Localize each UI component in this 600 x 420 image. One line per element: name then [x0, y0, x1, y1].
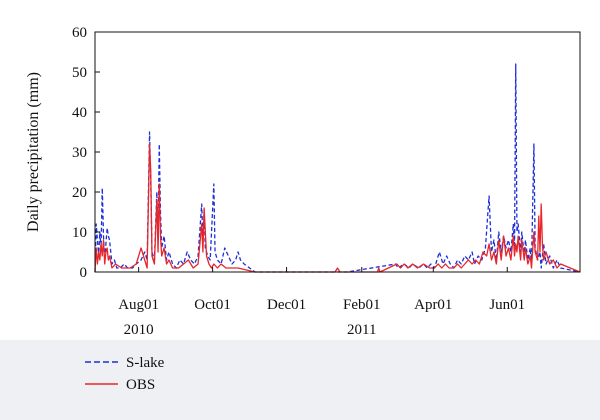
x-tick-label: Jun01 [489, 297, 525, 313]
series-layer [94, 63, 581, 273]
plot-frame [94, 31, 581, 273]
y-tick-label: 50 [72, 65, 87, 81]
x-tick-label: Oct01 [194, 297, 231, 313]
y-axis-title: Daily precipitation (mm) [25, 72, 42, 232]
y-tick-label: 0 [80, 265, 88, 281]
y-tick-label: 20 [72, 185, 87, 201]
series-line-obs [94, 143, 581, 273]
y-axis: 0 10 20 30 40 50 60 [72, 25, 100, 281]
x-tick-label: Apr01 [414, 297, 452, 313]
legend-band [0, 340, 600, 420]
x-tick-year-label: 2011 [347, 322, 376, 338]
y-tick-label: 10 [72, 225, 87, 241]
y-tick-label: 30 [72, 145, 87, 161]
x-axis: Aug01 2010 Oct01 Dec01 Feb01 2011 Apr01 Jun01 [118, 267, 525, 338]
x-tick-label: Feb01 [343, 297, 381, 313]
legend-label: OBS [126, 377, 155, 393]
x-tick-year-label: 2010 [124, 322, 154, 338]
y-tick-label: 40 [72, 105, 87, 121]
legend: S-lake OBS [85, 355, 165, 393]
x-tick-label: Dec01 [267, 297, 306, 313]
x-tick-label: Aug01 [118, 297, 159, 313]
y-tick-label: 60 [72, 25, 87, 41]
legend-label: S-lake [126, 355, 165, 371]
series-line-s-lake [94, 63, 581, 273]
